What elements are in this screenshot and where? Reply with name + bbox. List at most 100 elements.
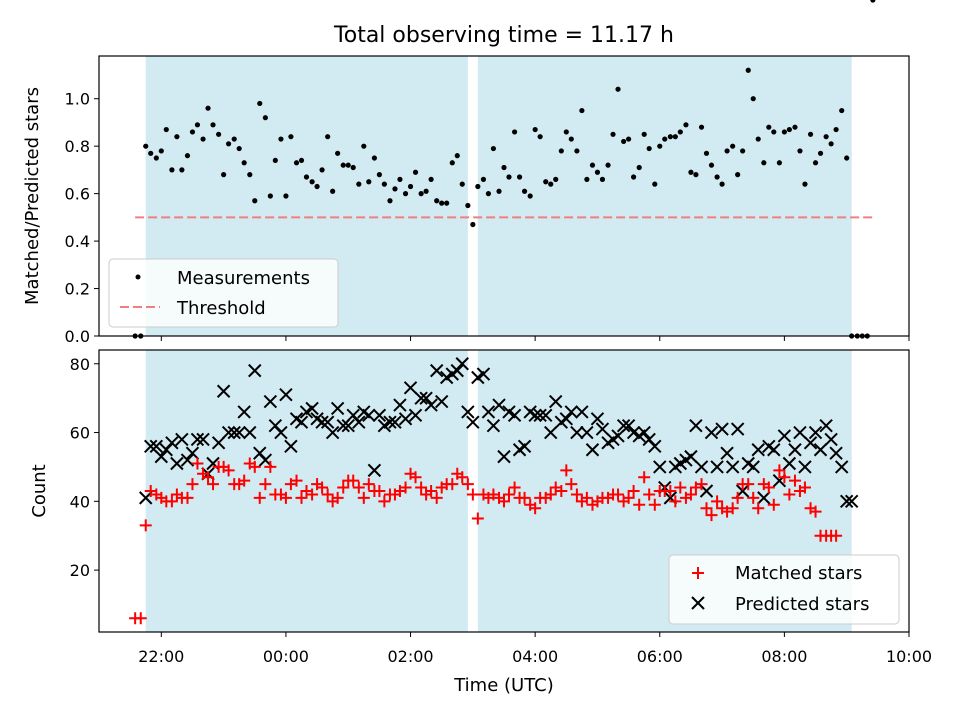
y-tick-label: 40	[70, 492, 90, 511]
predicted-star-point	[165, 436, 179, 450]
predicted-star-point	[320, 415, 335, 429]
matched-star-point	[186, 478, 199, 491]
y-tick-label: 0.6	[65, 185, 90, 204]
predicted-star-point	[430, 363, 444, 378]
predicted-star-point	[450, 363, 464, 378]
measurement-point	[786, 126, 792, 133]
predicted-star-point	[497, 449, 511, 464]
measurement-point	[688, 169, 694, 175]
measurement-point	[485, 191, 492, 197]
measurement-point	[252, 198, 258, 204]
measurement-point	[231, 136, 237, 142]
legend-marker-measurements	[135, 274, 141, 280]
matched-star-point	[139, 519, 152, 532]
measurement-point	[605, 162, 611, 168]
matched-star-point	[622, 491, 635, 504]
measurement-point	[521, 188, 528, 194]
matched-star-point	[762, 481, 775, 494]
legend-label-predicted: Predicted stars	[735, 594, 869, 615]
measurement-point	[677, 129, 683, 135]
predicted-star-point	[757, 491, 771, 505]
matched-star-point	[684, 488, 697, 501]
matched-star-point	[612, 488, 625, 501]
matched-star-point	[165, 495, 178, 508]
matched-star-point	[767, 498, 780, 511]
predicted-star-point	[616, 418, 631, 433]
predicted-star-point	[725, 460, 740, 474]
bottom-x-ticks: 22:00 00:00 02:00 04:00 06:00 08:00 10:00	[138, 632, 932, 666]
measurement-point	[361, 143, 367, 149]
measurement-point	[184, 153, 191, 159]
measurement-point	[278, 136, 284, 142]
predicted-star-point	[227, 425, 241, 440]
predicted-star-point	[710, 460, 724, 474]
matched-star-point	[430, 491, 443, 504]
legend-label-measurements: Measurements	[177, 268, 310, 289]
measurement-point	[387, 198, 393, 204]
measurement-point	[480, 176, 487, 182]
matched-star-point	[830, 529, 843, 542]
predicted-star-point	[694, 460, 709, 474]
predicted-star-point	[570, 425, 584, 440]
matched-star-point	[783, 488, 796, 501]
measurement-point	[163, 126, 169, 133]
measurement-point	[376, 172, 382, 178]
measurement-point	[283, 193, 289, 199]
measurement-point	[579, 107, 585, 114]
legend-marker-matched	[692, 567, 704, 579]
matched-star-point	[560, 464, 573, 477]
top-x-ticks	[160, 336, 910, 341]
predicted-star-point	[689, 418, 703, 433]
measurement-point	[621, 138, 627, 145]
measurement-point	[548, 181, 554, 187]
matched-star-point	[555, 485, 568, 497]
predicted-star-point	[263, 394, 278, 409]
predicted-star-point	[455, 357, 469, 371]
predicted-star-point	[352, 415, 366, 429]
measurement-point	[241, 160, 247, 166]
legend-label-matched: Matched stars	[735, 563, 862, 584]
ratio-plot-panel: Total observing time = 11.17 h 0.0 0.2 0.4…	[22, 0, 910, 346]
measurement-point	[210, 122, 216, 128]
matched-star-point	[222, 464, 235, 477]
measurement-point	[314, 183, 320, 190]
predicted-star-point	[221, 425, 236, 440]
measurement-point	[833, 126, 839, 133]
measurement-point	[506, 174, 512, 180]
matched-star-point	[747, 491, 760, 504]
predicted-star-point	[684, 449, 698, 464]
predicted-star-point	[782, 456, 797, 471]
measurement-point	[272, 157, 278, 164]
measurement-point	[646, 145, 652, 152]
measurement-point	[257, 100, 263, 107]
measurement-point	[397, 176, 403, 182]
predicted-star-point	[149, 439, 164, 454]
matched-star-point	[580, 491, 593, 504]
matched-star-point	[695, 478, 708, 491]
predicted-star-point	[720, 446, 734, 460]
measurement-point	[766, 124, 772, 130]
measurement-point	[169, 167, 175, 173]
predicted-star-point	[243, 425, 257, 440]
legend-box-bottom	[668, 554, 900, 625]
measurement-point	[174, 134, 180, 140]
predicted-star-point	[362, 408, 376, 423]
matched-star-point	[321, 488, 334, 501]
measurement-point	[366, 179, 372, 185]
measurement-point	[776, 160, 783, 166]
measurement-point	[563, 129, 569, 135]
matched-star-point	[633, 498, 646, 511]
y-tick-label: 0.0	[65, 327, 90, 346]
predicted-star-point	[279, 387, 293, 402]
predicted-star-point	[330, 401, 345, 416]
measurement-point	[761, 160, 767, 166]
measurement-point	[708, 162, 715, 168]
x-tick-label: 00:00	[263, 647, 309, 666]
matched-star-point	[544, 488, 557, 501]
predicted-star-point	[539, 408, 553, 423]
predicted-star-point	[237, 405, 251, 419]
predicted-star-point	[341, 418, 355, 433]
predicted-star-point	[398, 412, 413, 426]
measurement-point	[610, 131, 616, 137]
predicted-star-point	[824, 432, 838, 447]
